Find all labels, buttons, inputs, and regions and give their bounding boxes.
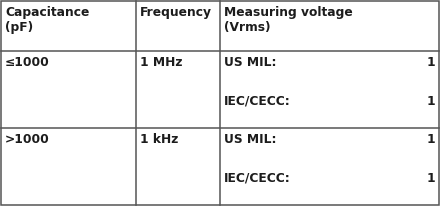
Text: 1 kHz: 1 kHz [140, 133, 178, 146]
Text: 1: 1 [426, 172, 435, 185]
Text: IEC/CECC:: IEC/CECC: [224, 172, 291, 185]
Text: >1000: >1000 [5, 133, 50, 146]
Text: Measuring voltage
(Vrms): Measuring voltage (Vrms) [224, 6, 353, 34]
Text: US MIL:: US MIL: [224, 56, 276, 69]
Text: 1 MHz: 1 MHz [140, 56, 183, 69]
Text: 1: 1 [426, 56, 435, 69]
Text: IEC/CECC:: IEC/CECC: [224, 95, 291, 108]
Text: US MIL:: US MIL: [224, 133, 276, 146]
Text: ≤1000: ≤1000 [5, 56, 50, 69]
Text: 1: 1 [426, 133, 435, 146]
Text: 1: 1 [426, 95, 435, 108]
Text: Capacitance
(pF): Capacitance (pF) [5, 6, 89, 34]
Text: Frequency: Frequency [140, 6, 212, 19]
